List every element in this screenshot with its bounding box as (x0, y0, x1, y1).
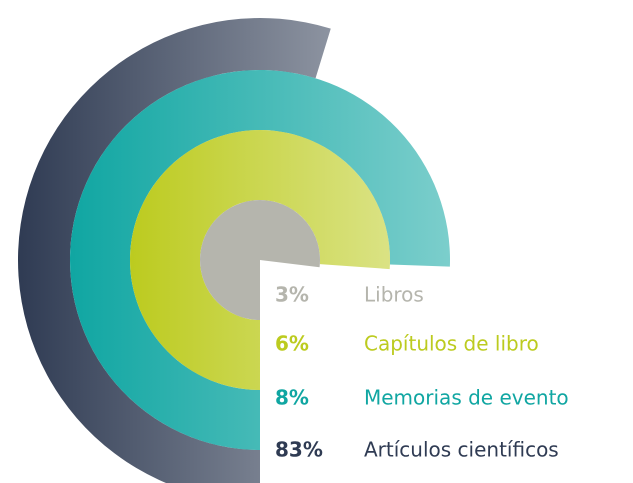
legend-label: Capítulos de libro (364, 332, 539, 356)
legend-value: 3% (275, 283, 309, 307)
legend-value: 6% (275, 332, 309, 356)
arc (70, 70, 451, 450)
legend-value: 83% (275, 438, 323, 462)
legend-value: 8% (275, 386, 309, 410)
arc (18, 18, 331, 483)
arcs (18, 18, 451, 483)
legend-label: Libros (364, 283, 424, 307)
arc (200, 200, 320, 320)
arc (130, 130, 391, 391)
legend-label: Memorias de evento (364, 386, 569, 410)
legend: 3% Libros 6% Capítulos de libro 8% Memorias d… (275, 283, 569, 462)
legend-label: Artículos científicos (364, 438, 559, 462)
